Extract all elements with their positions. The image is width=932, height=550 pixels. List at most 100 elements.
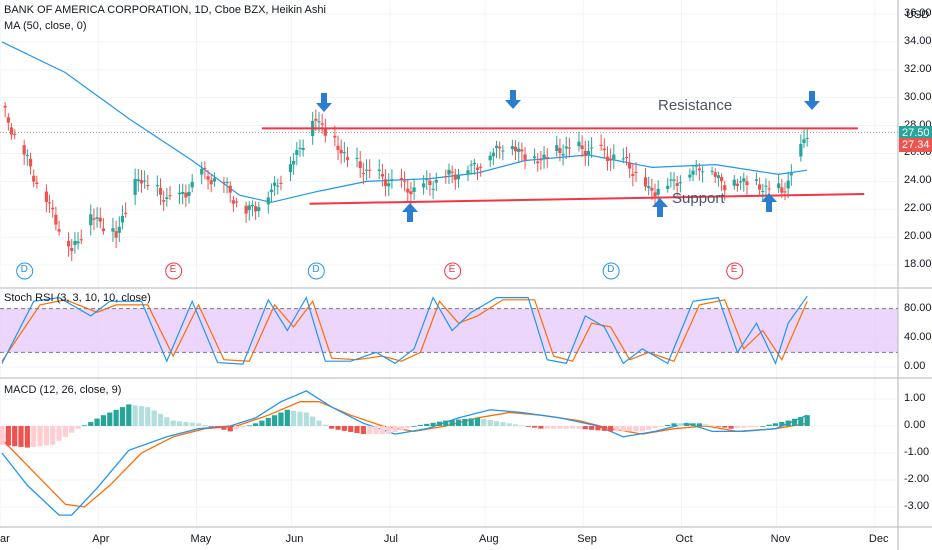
macd-hist-bar bbox=[107, 412, 113, 426]
candle-body bbox=[764, 185, 768, 187]
candle-body bbox=[469, 164, 473, 166]
macd-hist-bar bbox=[246, 425, 252, 427]
macd-hist-bar bbox=[291, 410, 297, 426]
candle-body bbox=[273, 182, 277, 186]
candle-body bbox=[498, 146, 502, 149]
candle-body bbox=[333, 135, 337, 138]
ma50-path bbox=[1, 41, 808, 203]
macd-hist-bar bbox=[538, 426, 544, 429]
candle-body bbox=[209, 180, 213, 185]
macd-hist-bar bbox=[5, 426, 11, 446]
arrow-support-2 bbox=[652, 198, 668, 217]
earnings-marker bbox=[444, 262, 462, 280]
event-markers bbox=[16, 262, 744, 280]
candle-body bbox=[697, 168, 701, 171]
macd-hist-bar bbox=[113, 409, 119, 426]
macd-hist-bar bbox=[443, 420, 449, 426]
candle-body bbox=[295, 150, 299, 155]
macd-hist-bar bbox=[512, 424, 519, 426]
macd-hist-bar bbox=[601, 426, 607, 431]
candle-body bbox=[133, 178, 137, 195]
candle-body bbox=[555, 145, 559, 151]
price-tick-label: 30.00 bbox=[904, 90, 932, 103]
candle-body bbox=[13, 133, 17, 135]
macd-hist-bar bbox=[677, 423, 683, 426]
candle-body bbox=[190, 181, 194, 188]
macd-hist-bar bbox=[348, 426, 354, 432]
candle-body bbox=[162, 200, 166, 202]
candle-body bbox=[323, 128, 327, 136]
candle-body bbox=[136, 179, 140, 182]
macd-hist-bar bbox=[620, 426, 626, 432]
stoch-rsi-lines bbox=[1, 295, 808, 366]
arrows bbox=[316, 90, 820, 222]
candle-body bbox=[561, 153, 565, 156]
candle-body bbox=[691, 170, 695, 175]
candle-body bbox=[155, 185, 159, 187]
candle-body bbox=[520, 149, 524, 152]
macd-hist-bar bbox=[379, 426, 385, 435]
candle-body bbox=[624, 156, 629, 159]
macd-hist-bar bbox=[690, 423, 696, 426]
candle-body bbox=[422, 183, 426, 188]
candle-body bbox=[777, 183, 781, 189]
support-label: Support bbox=[672, 190, 725, 207]
candle-body bbox=[222, 182, 226, 184]
macd-hist-bar bbox=[525, 426, 531, 427]
candle-body bbox=[406, 188, 410, 193]
macd-hist-bar bbox=[785, 420, 791, 426]
candle-body bbox=[32, 175, 36, 182]
candle-body bbox=[187, 191, 191, 196]
candle-body bbox=[456, 174, 461, 180]
macd-hist-bar bbox=[297, 411, 303, 426]
candle-body bbox=[231, 200, 236, 204]
macd-hist-bar bbox=[430, 422, 436, 426]
candle-body bbox=[539, 159, 543, 161]
macd-hist-bar bbox=[468, 418, 474, 426]
candle-body bbox=[444, 176, 448, 178]
candle-body bbox=[688, 174, 692, 178]
macd-hist-bar bbox=[329, 426, 335, 429]
price-tick-label: 36.00 bbox=[904, 6, 932, 19]
macd-hist-bar bbox=[747, 426, 753, 428]
macd-hist-bar bbox=[722, 426, 728, 428]
candle-body bbox=[225, 182, 229, 184]
candle-body bbox=[739, 181, 743, 183]
macd-hist-bar bbox=[703, 424, 709, 426]
candle-body bbox=[650, 187, 654, 191]
candle-body bbox=[786, 180, 790, 189]
candle-body bbox=[95, 217, 99, 219]
candle-body bbox=[602, 148, 606, 151]
stoch-k-line bbox=[1, 295, 808, 366]
candle-body bbox=[666, 185, 670, 189]
candle-body bbox=[184, 192, 188, 198]
macd-hist-bar bbox=[709, 425, 715, 427]
macd-hist-bar bbox=[202, 424, 208, 426]
macd-hist-bar bbox=[424, 423, 430, 426]
macd-hist-bar bbox=[798, 417, 804, 426]
macd-main-line bbox=[1, 390, 808, 516]
candle-body bbox=[545, 156, 549, 159]
macd-hist-bar bbox=[259, 420, 265, 426]
candle-body bbox=[117, 226, 121, 233]
candle-body bbox=[380, 174, 384, 177]
candle-body bbox=[577, 141, 581, 147]
macd-hist-bar bbox=[563, 426, 569, 429]
time-tick-label: Oct bbox=[675, 533, 693, 545]
macd-hist-bar bbox=[614, 426, 620, 432]
candle-body bbox=[101, 228, 106, 232]
macd-hist-bar bbox=[760, 426, 766, 427]
macd-hist-bar bbox=[284, 409, 290, 426]
candle-body bbox=[628, 163, 632, 169]
candle-body bbox=[342, 152, 346, 154]
candle-body bbox=[678, 182, 682, 184]
price-tick-label: 18.00 bbox=[904, 258, 932, 271]
candle-body bbox=[177, 192, 182, 195]
ma50-line bbox=[1, 41, 808, 203]
candle-body bbox=[358, 161, 362, 168]
macd-hist-bar bbox=[474, 417, 481, 426]
candle-body bbox=[453, 174, 457, 180]
candle-body bbox=[377, 169, 381, 171]
macd-hist-bar bbox=[132, 405, 138, 426]
time-tick-label: Jul bbox=[383, 533, 398, 545]
